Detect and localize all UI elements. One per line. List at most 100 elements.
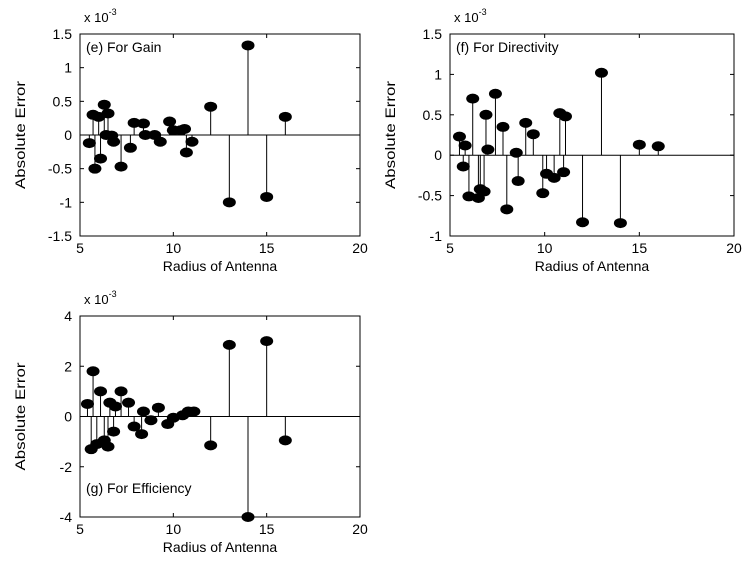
stem-marker xyxy=(94,386,108,397)
y-tick-label: -1.5 xyxy=(48,228,72,244)
stem-marker xyxy=(557,167,571,178)
stem-marker xyxy=(136,406,150,417)
stem-marker xyxy=(479,109,493,120)
stem-marker xyxy=(241,512,255,522)
stem-marker xyxy=(458,140,472,151)
stem-marker xyxy=(466,93,480,104)
stem-marker xyxy=(107,136,121,147)
y-tick-label: 2 xyxy=(64,358,72,374)
multiplier-base: x 10 xyxy=(454,10,479,25)
stem-marker xyxy=(127,117,141,128)
stem-marker xyxy=(488,88,502,99)
x-tick-label: 5 xyxy=(446,240,454,256)
stem-marker xyxy=(222,197,236,208)
y-tick-label: 0 xyxy=(434,147,442,163)
y-tick-label: 0.5 xyxy=(53,93,73,109)
stem-marker xyxy=(144,415,158,426)
axis-multiplier: x 10-3 xyxy=(454,7,487,25)
x-tick-label: 20 xyxy=(726,240,742,256)
stem-marker xyxy=(178,123,192,134)
stem-marker xyxy=(114,386,128,397)
x-tick-label: 15 xyxy=(259,521,275,537)
stem-marker xyxy=(82,138,96,149)
stem-marker xyxy=(86,366,100,377)
stem-marker xyxy=(594,67,608,78)
y-tick-label: 1 xyxy=(64,60,72,76)
stem-marker xyxy=(519,117,533,128)
y-tick-label: 1.5 xyxy=(53,26,73,42)
multiplier-base: x 10 xyxy=(84,292,109,307)
x-tick-label: 5 xyxy=(76,240,84,256)
stem-marker xyxy=(278,111,292,122)
x-axis-label: Radius of Antenna xyxy=(163,539,278,555)
stem-marker xyxy=(80,398,94,409)
y-tick-label: 0 xyxy=(64,127,72,143)
stem-marker xyxy=(136,118,150,129)
stem-marker xyxy=(576,217,590,228)
y-tick-label: -0.5 xyxy=(418,188,442,204)
stem-marker xyxy=(547,172,561,183)
y-tick-label: -4 xyxy=(60,509,73,525)
stem-marker xyxy=(135,429,149,440)
stem-marker xyxy=(632,139,646,150)
stem-marker xyxy=(278,435,292,446)
panel-annotation: (g) For Efficiency xyxy=(86,480,192,496)
stem-marker xyxy=(153,136,167,147)
stem-marker xyxy=(481,144,495,155)
subplot-1: 5 10 15 20 -1 -0.5 0 0.5 1 1.5 x 10-3 (f) For Direc… xyxy=(382,7,742,274)
stem-marker xyxy=(260,191,274,202)
multiplier-base: x 10 xyxy=(84,10,109,25)
y-tick-label: 4 xyxy=(64,308,72,324)
subplot-2: 5 10 15 20 -4 -2 0 2 4 x 10-3 (g) For Efficiency Ra… xyxy=(12,289,368,555)
stem-marker xyxy=(204,440,218,451)
stem-marker xyxy=(509,147,523,158)
stem-marker xyxy=(536,188,550,199)
x-tick-label: 15 xyxy=(259,240,275,256)
y-tick-label: -1 xyxy=(60,194,73,210)
stem-marker xyxy=(456,161,470,172)
multiplier-exponent: -3 xyxy=(109,289,117,299)
stem-marker xyxy=(108,401,122,412)
multiplier-exponent: -3 xyxy=(479,7,487,17)
stem-marker xyxy=(222,339,236,350)
stem-marker xyxy=(179,147,193,158)
subplot-0: 5 10 15 20 -1.5 -1 -0.5 0 0.5 1 1.5 x 10-3 (e) For G… xyxy=(12,7,368,274)
y-tick-label: -1 xyxy=(430,228,443,244)
x-axis-label: Radius of Antenna xyxy=(535,258,650,274)
panel-annotation: (e) For Gain xyxy=(86,39,161,55)
x-tick-label: 20 xyxy=(352,521,368,537)
y-tick-label: 0.5 xyxy=(423,107,443,123)
axis-multiplier: x 10-3 xyxy=(84,7,117,25)
x-tick-label: 10 xyxy=(166,240,182,256)
stem-marker xyxy=(94,153,108,164)
x-tick-label: 15 xyxy=(632,240,648,256)
stem-marker xyxy=(558,111,572,122)
stem-marker xyxy=(452,131,466,142)
y-tick-label: 1 xyxy=(434,66,442,82)
y-tick-label: 1.5 xyxy=(423,26,443,42)
stem-marker xyxy=(260,336,274,347)
multiplier-exponent: -3 xyxy=(109,7,117,17)
stem-marker xyxy=(241,40,255,51)
panel-annotation: (f) For Directivity xyxy=(456,39,559,55)
x-tick-label: 10 xyxy=(537,240,553,256)
axis-multiplier: x 10-3 xyxy=(84,289,117,307)
stem-marker xyxy=(123,142,137,153)
y-axis-label: Absolute Error xyxy=(12,81,28,189)
stem-marker xyxy=(163,116,177,127)
stem-marker xyxy=(613,218,627,229)
x-tick-label: 10 xyxy=(166,521,182,537)
stem-marker xyxy=(496,121,510,132)
stem-marker xyxy=(185,136,199,147)
stem-marker xyxy=(101,441,115,452)
stem-marker xyxy=(511,176,525,187)
y-tick-label: 0 xyxy=(64,409,72,425)
stem-marker xyxy=(127,421,141,432)
stem-marker xyxy=(107,426,121,437)
stem-marker xyxy=(101,108,115,119)
stem-marker xyxy=(526,129,540,140)
x-tick-label: 20 xyxy=(352,240,368,256)
x-axis-label: Radius of Antenna xyxy=(163,258,278,274)
stem-marker xyxy=(97,99,111,110)
